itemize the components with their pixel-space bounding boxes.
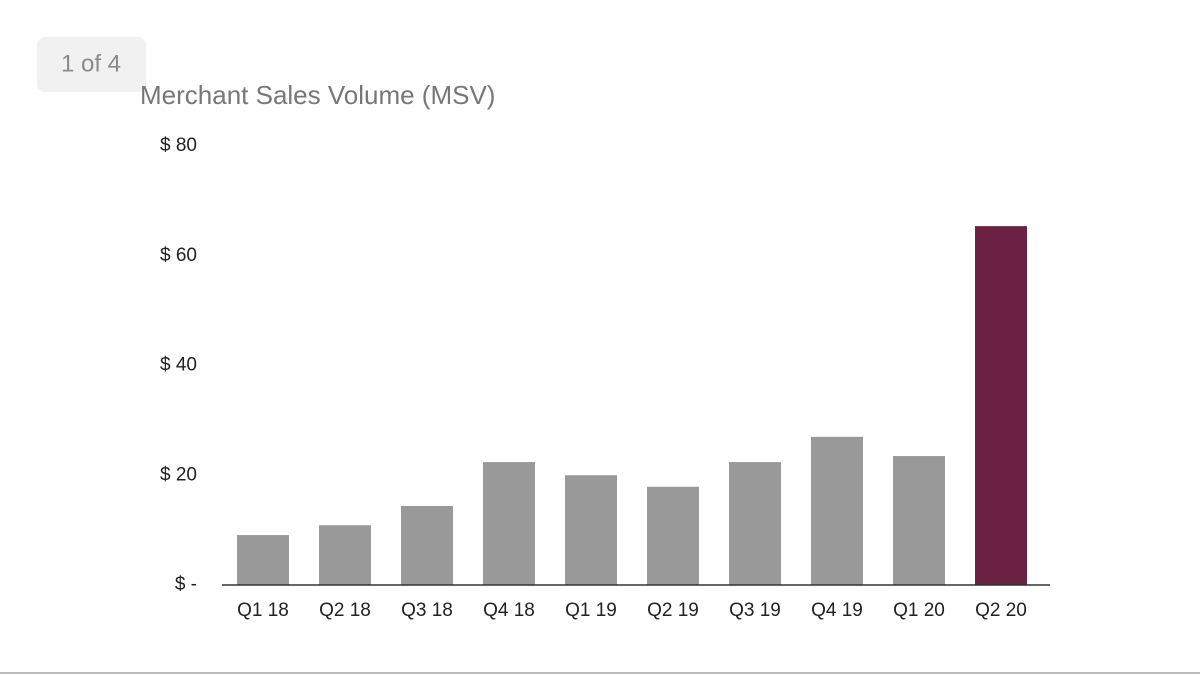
y-tick-label: $ 60 (160, 245, 197, 266)
x-tick-label: Q2 18 (319, 600, 371, 621)
bar (729, 462, 781, 585)
chart-title: Merchant Sales Volume (MSV) (140, 80, 495, 110)
bar (401, 505, 453, 585)
bar (483, 462, 535, 585)
badge-bg (37, 37, 146, 92)
y-tick-label: $ - (175, 574, 197, 595)
y-tick-label: $ 40 (160, 355, 197, 376)
x-tick-label: Q4 19 (811, 600, 863, 621)
bar (319, 525, 371, 585)
y-tick-label: $ 20 (160, 464, 197, 485)
x-tick-label: Q2 19 (647, 600, 699, 621)
x-tick-label: Q1 20 (893, 600, 945, 621)
badge: 1 of 4 (61, 50, 121, 77)
x-tick-label: Q1 18 (237, 600, 289, 621)
x-tick-label: Q3 18 (401, 600, 453, 621)
x-tick-label: Q1 19 (565, 600, 617, 621)
bar (893, 456, 945, 585)
bar (647, 486, 699, 585)
y-tick-label: $ 80 (160, 135, 197, 156)
bar (811, 436, 863, 585)
x-tick-label: Q3 19 (729, 600, 781, 621)
bar (237, 535, 289, 585)
x-tick-label: Q2 20 (975, 600, 1027, 621)
bar (565, 475, 617, 585)
bar (975, 226, 1027, 585)
x-tick-label: Q4 18 (483, 600, 535, 621)
